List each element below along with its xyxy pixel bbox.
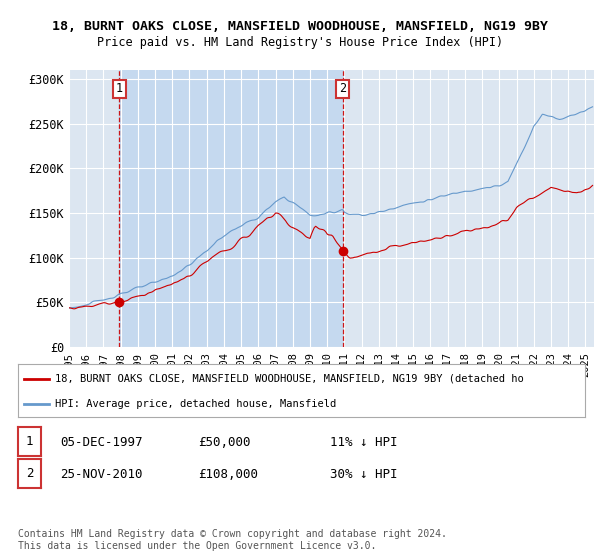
Text: 2: 2: [339, 82, 346, 95]
Text: 25-NOV-2010: 25-NOV-2010: [60, 468, 143, 481]
Text: £50,000: £50,000: [198, 436, 251, 449]
Text: 18, BURNT OAKS CLOSE, MANSFIELD WOODHOUSE, MANSFIELD, NG19 9BY: 18, BURNT OAKS CLOSE, MANSFIELD WOODHOUS…: [52, 20, 548, 32]
Text: 05-DEC-1997: 05-DEC-1997: [60, 436, 143, 449]
Text: 1: 1: [116, 82, 123, 95]
Text: 2: 2: [26, 467, 33, 480]
Bar: [119, 70, 343, 347]
Text: 1: 1: [26, 435, 33, 449]
Text: £108,000: £108,000: [198, 468, 258, 481]
Text: 11% ↓ HPI: 11% ↓ HPI: [330, 436, 398, 449]
Text: HPI: Average price, detached house, Mansfield: HPI: Average price, detached house, Mans…: [55, 399, 336, 409]
Text: Contains HM Land Registry data © Crown copyright and database right 2024.
This d: Contains HM Land Registry data © Crown c…: [18, 529, 447, 551]
Text: Price paid vs. HM Land Registry's House Price Index (HPI): Price paid vs. HM Land Registry's House …: [97, 36, 503, 49]
Text: 30% ↓ HPI: 30% ↓ HPI: [330, 468, 398, 481]
Text: 18, BURNT OAKS CLOSE, MANSFIELD WOODHOUSE, MANSFIELD, NG19 9BY (detached ho: 18, BURNT OAKS CLOSE, MANSFIELD WOODHOUS…: [55, 374, 524, 384]
